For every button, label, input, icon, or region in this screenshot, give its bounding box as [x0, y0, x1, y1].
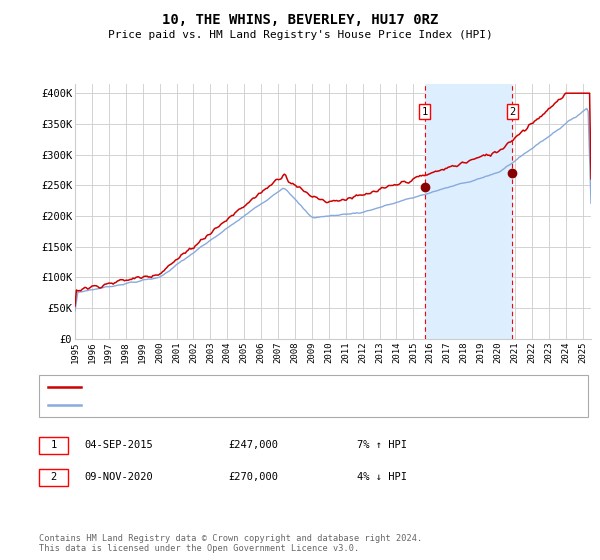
Text: 10, THE WHINS, BEVERLEY, HU17 0RZ: 10, THE WHINS, BEVERLEY, HU17 0RZ: [162, 13, 438, 27]
Text: 09-NOV-2020: 09-NOV-2020: [84, 472, 153, 482]
Text: 10, THE WHINS, BEVERLEY, HU17 0RZ (detached house): 10, THE WHINS, BEVERLEY, HU17 0RZ (detac…: [90, 382, 390, 392]
Text: 2: 2: [50, 472, 56, 482]
Text: 1: 1: [422, 106, 428, 116]
Text: 04-SEP-2015: 04-SEP-2015: [84, 440, 153, 450]
Text: 1: 1: [50, 440, 56, 450]
Text: £247,000: £247,000: [228, 440, 278, 450]
Bar: [425, 84, 512, 339]
Text: Contains HM Land Registry data © Crown copyright and database right 2024.
This d: Contains HM Land Registry data © Crown c…: [39, 534, 422, 553]
Text: HPI: Average price, detached house, East Riding of Yorkshire: HPI: Average price, detached house, East…: [90, 400, 450, 410]
Text: 2: 2: [509, 106, 515, 116]
Text: 7% ↑ HPI: 7% ↑ HPI: [357, 440, 407, 450]
Text: £270,000: £270,000: [228, 472, 278, 482]
Text: 4% ↓ HPI: 4% ↓ HPI: [357, 472, 407, 482]
Text: Price paid vs. HM Land Registry's House Price Index (HPI): Price paid vs. HM Land Registry's House …: [107, 30, 493, 40]
